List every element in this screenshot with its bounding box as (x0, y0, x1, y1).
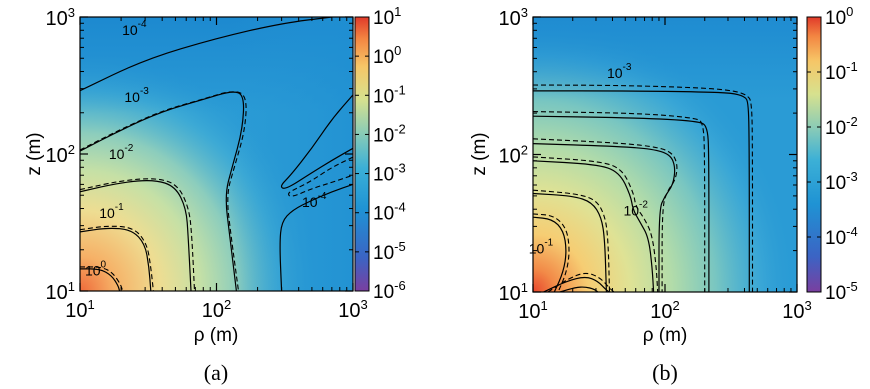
panel-a-contour-solid-0 (80, 17, 332, 92)
panel-b-colorbar-tick-label-4: 10-4 (825, 224, 858, 249)
panel-a-colorbar-tick-label-5: 10-4 (373, 200, 406, 225)
panel-b-contour-solid-4 (533, 143, 676, 292)
panel-a-y-tick-label-2: 103 (46, 5, 75, 30)
panel-a-contour-dashed-4 (288, 156, 353, 197)
panel-a-colorbar-tick-label-7: 10-6 (373, 278, 406, 303)
panel-b-y-ticks: 101 102 103 (499, 5, 797, 305)
panel-a-contour-label-3: 10-1 (99, 202, 124, 221)
panel-b-contours (533, 84, 754, 292)
panel-b-colorbar (806, 16, 822, 293)
panel-b-contour-dashed-3 (533, 111, 706, 292)
panel-a-colorbar-tick-label-6: 10-5 (373, 239, 406, 264)
panel-b-heatmap (533, 17, 797, 292)
panel-a-colorbar (354, 16, 370, 292)
panel-b-x-ticks: 101 102 103 (518, 17, 812, 323)
panel-a-contour-labels: 10-4 10-3 10-2 10-1 100 10-4 (85, 19, 327, 278)
panel-a: 10-4 10-3 10-2 10-1 100 10-4 101 102 103 101 102… (24, 4, 406, 385)
panel-b-caption: (b) (652, 360, 678, 385)
panel-a-x-tick-label-1: 102 (202, 297, 231, 322)
panel-b-colorbar-tick-label-2: 10-2 (825, 114, 858, 139)
panel-b-y-label: z (m) (469, 132, 490, 175)
panel-a-contour-solid-5 (279, 183, 353, 291)
panel-a-contour-dashed-2 (80, 91, 247, 291)
panel-b-y-tick-label-0: 101 (499, 280, 528, 305)
panel-b-colorbar-tick-label-1: 10-1 (825, 59, 858, 84)
panel-b-colorbar-tick-label-3: 10-3 (825, 169, 858, 194)
panel-b-contour-solid-2 (533, 115, 710, 292)
panel-a-contour-label-1: 10-3 (124, 86, 149, 105)
panel-a-x-tick-label-2: 103 (338, 297, 367, 322)
panel-a-x-label: ρ (m) (194, 325, 239, 346)
panel-a-colorbar-tick-label-3: 10-2 (373, 121, 406, 146)
panel-b-contour-label-0: 10-3 (607, 62, 632, 81)
panel-a-contour-label-4: 100 (85, 259, 107, 278)
panel-b: 10-3 10-2 10-1 101 102 103 101 102 103 ρ (m) z… (469, 4, 858, 385)
panel-b-colorbar-ticks: 100 10-1 10-2 10-3 10-4 10-5 (807, 4, 858, 304)
panel-a-contour-solid-10 (80, 268, 121, 291)
panel-b-contour-dashed-7 (533, 156, 659, 292)
panel-b-x-label: ρ (m) (643, 325, 688, 346)
panel-a-contour-solid-3 (280, 94, 353, 189)
panel-a-x-tick-label-0: 101 (65, 297, 94, 322)
panel-a-y-tick-label-0: 101 (46, 279, 75, 304)
panel-b-contour-dashed-1 (533, 84, 754, 292)
panel-a-caption: (a) (204, 360, 228, 385)
panel-a-contour-label-5: 10-4 (302, 191, 327, 210)
panel-b-contour-dashed-11 (533, 213, 570, 292)
panel-a-colorbar-tick-label-4: 10-3 (373, 161, 406, 186)
panel-a-y-tick-label-1: 102 (46, 142, 75, 167)
panel-b-x-tick-label-1: 102 (650, 298, 679, 323)
panel-a-heatmap (80, 17, 353, 291)
panel-a-contour-solid-8 (80, 227, 152, 291)
panel-a-contour-label-2: 10-2 (109, 143, 134, 162)
panel-a-colorbar-tick-label-2: 10-1 (373, 82, 406, 107)
panel-b-contour-dashed-13 (547, 272, 615, 292)
panel-a-colorbar-ticks: 101 100 10-1 10-2 10-3 10-4 10-5 10-6 (355, 4, 406, 303)
panel-a-y-ticks: 101 102 103 (46, 5, 353, 304)
panel-b-contour-label-2: 10-1 (529, 238, 554, 257)
panel-b-contour-label-1: 10-2 (623, 200, 648, 219)
panel-b-contour-dashed-9 (533, 189, 611, 292)
panel-a-contour-dashed-7 (80, 178, 196, 291)
panel-a-colorbar-tick-label-1: 100 (373, 43, 401, 68)
panel-b-y-tick-label-1: 102 (499, 143, 528, 168)
panel-a-contour-solid-6 (80, 180, 192, 291)
panel-a-contours (80, 17, 353, 291)
panel-b-contour-solid-12 (543, 276, 610, 292)
panel-b-contour-solid-14 (559, 286, 599, 292)
panel-b-contour-labels: 10-3 10-2 10-1 (529, 62, 649, 257)
panel-b-x-tick-label-2: 103 (782, 298, 811, 323)
panel-a-x-ticks: 101 102 103 (65, 17, 368, 322)
panel-b-colorbar-tick-label-5: 10-5 (825, 279, 858, 304)
panel-b-contour-solid-8 (533, 192, 607, 292)
panel-a-contour-dashed-11 (80, 266, 124, 291)
panel-a-contour-label-0: 10-4 (122, 19, 147, 38)
panel-b-colorbar-tick-label-0: 100 (825, 4, 853, 29)
panel-b-contour-dashed-5 (533, 138, 678, 292)
panel-a-y-label: z (m) (24, 132, 45, 175)
panel-b-contour-solid-10 (533, 216, 567, 292)
panel-a-contour-solid-1 (80, 91, 245, 291)
panel-b-y-tick-label-2: 103 (499, 5, 528, 30)
panel-b-x-tick-label-0: 101 (518, 298, 547, 323)
panel-b-contour-solid-0 (533, 90, 750, 292)
panel-a-colorbar-tick-label-0: 101 (373, 4, 401, 29)
panel-b-contour-solid-6 (533, 160, 655, 292)
